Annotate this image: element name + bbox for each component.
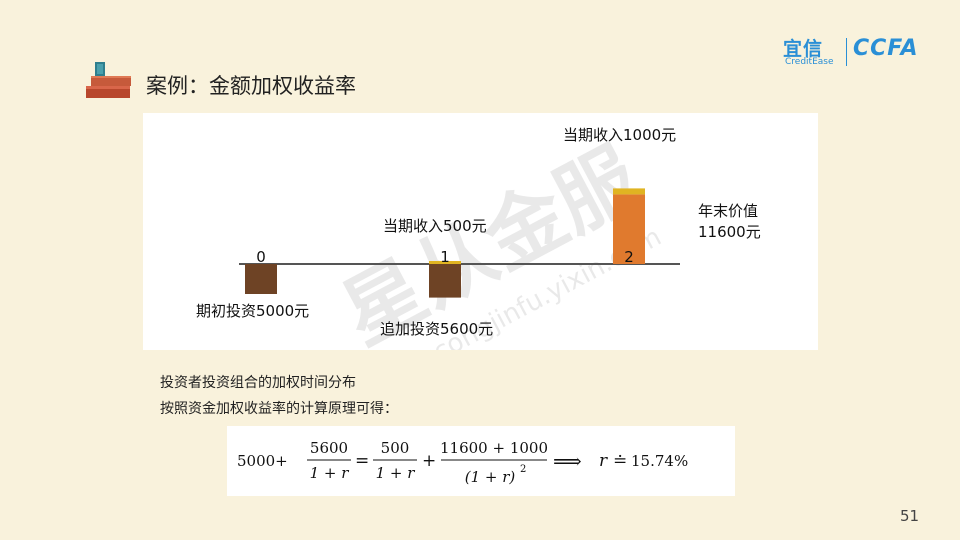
formula-result-value: 15.74% bbox=[631, 452, 688, 470]
formula-box: 5000+ 5600 1 + r = 500 1 + r + 11600 + 1… bbox=[227, 426, 735, 496]
brand-logo: 宜信 CreditEase CCFA bbox=[783, 34, 933, 70]
explanation-line-2: 按照资金加权收益率的计算原理可得： bbox=[160, 401, 398, 417]
cash-flow-chart: 星从金服 xingcongjinfu.yixin.com 0 1 2 期初投资5… bbox=[143, 113, 818, 350]
page-number: 51 bbox=[900, 507, 920, 525]
logo-separator bbox=[846, 38, 847, 66]
bar-series1-t1 bbox=[429, 264, 461, 298]
tick-label-2: 2 bbox=[624, 248, 634, 266]
bar-series0-t0 bbox=[245, 264, 277, 294]
logo-brand-en: CreditEase bbox=[785, 57, 834, 67]
tick-label-0: 0 bbox=[256, 248, 266, 266]
annotation-year-end-value-amount: 11600元 bbox=[698, 223, 761, 241]
annotation-initial-investment: 期初投资5000元 bbox=[196, 302, 309, 320]
books-icon bbox=[86, 62, 131, 98]
formula-frac3-num: 11600 + 1000 bbox=[440, 439, 548, 457]
formula-frac1-num: 5600 bbox=[310, 439, 348, 457]
formula-frac2-den: 1 + r bbox=[376, 464, 416, 482]
explanation-line-1: 投资者投资组合的加权时间分布 bbox=[160, 375, 356, 391]
annotation-additional-investment: 追加投资5600元 bbox=[380, 320, 493, 338]
annotation-year-end-value-label: 年末价值 bbox=[698, 202, 758, 220]
formula-frac3-den: (1 + r) bbox=[465, 468, 516, 486]
formula-lhs: 5000+ bbox=[237, 452, 288, 470]
slide-title: 案例：金额加权收益率 bbox=[146, 74, 356, 98]
formula-equals: = bbox=[355, 451, 369, 471]
formula-frac2-num: 500 bbox=[381, 439, 410, 457]
annotation-income-1000: 当期收入1000元 bbox=[563, 126, 676, 144]
cash-flow-chart-svg: 星从金服 xingcongjinfu.yixin.com 0 1 2 期初投资5… bbox=[196, 126, 761, 350]
formula-plus: + bbox=[422, 451, 436, 471]
formula-result-var: r bbox=[599, 451, 608, 471]
bar-series2-t1 bbox=[429, 261, 461, 264]
logo-partner: CCFA bbox=[853, 36, 919, 61]
formula-implies: ⟹ bbox=[553, 449, 582, 473]
logo-brand-cn: 宜信 bbox=[783, 38, 824, 60]
annotation-income-500: 当期收入500元 bbox=[383, 217, 487, 235]
mwr-formula: 5000+ 5600 1 + r = 500 1 + r + 11600 + 1… bbox=[237, 439, 688, 486]
formula-frac3-exponent: 2 bbox=[520, 464, 526, 475]
bar-series3-t2 bbox=[613, 194, 645, 264]
formula-frac1-den: 1 + r bbox=[310, 464, 350, 482]
formula-approx: ≐ bbox=[613, 451, 627, 471]
bar-series4-t2 bbox=[613, 188, 645, 195]
tick-label-1: 1 bbox=[440, 248, 450, 266]
